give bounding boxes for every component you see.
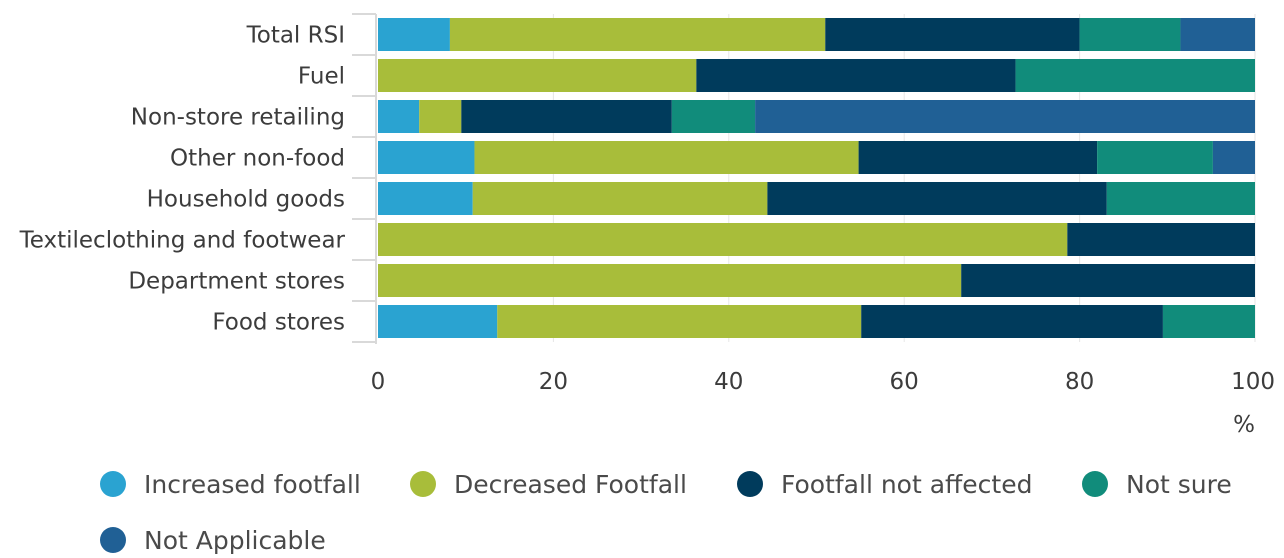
x-axis: 0 20 40 60 80 100 [371, 369, 1275, 395]
bar-segment [1015, 59, 1255, 92]
category-label: Fuel [298, 64, 345, 90]
legend-swatch [100, 471, 126, 497]
bar-segment [671, 100, 756, 133]
legend-label: Decreased Footfall [454, 469, 687, 499]
category-label: Department stores [128, 269, 345, 295]
bar-segment [767, 182, 1107, 215]
bar-segment [474, 141, 859, 174]
legend-label: Not Applicable [144, 525, 326, 555]
bar-segment [1067, 223, 1255, 256]
legend-item: Not Applicable [100, 522, 326, 558]
bar-segment [449, 18, 826, 51]
legend-swatch [410, 471, 436, 497]
stacked-bar-chart: Total RSI Fuel Non-store retailing Other no… [19, 13, 1275, 438]
category-label: Other non-food [170, 146, 345, 172]
bar-segment [861, 305, 1163, 338]
legend-swatch [737, 471, 763, 497]
x-tick-label: 60 [890, 369, 919, 395]
bar-segment [696, 59, 1016, 92]
legend-item: Footfall not affected [737, 466, 1032, 502]
legend-item: Decreased Footfall [410, 466, 687, 502]
bar-segment [1106, 182, 1255, 215]
bar-segment [755, 100, 1255, 133]
x-tick-label: 20 [539, 369, 568, 395]
category-label: Household goods [147, 187, 345, 213]
bar-segment [497, 305, 862, 338]
legend-swatch [1082, 471, 1108, 497]
x-axis-unit-label: % [1233, 412, 1255, 438]
bar-segment [378, 223, 1068, 256]
bar-segment [1212, 141, 1255, 174]
bar-segment [1180, 18, 1255, 51]
bar-segment [378, 59, 697, 92]
bar-segment [378, 141, 475, 174]
y-axis: Total RSI Fuel Non-store retailing Other no… [19, 13, 377, 344]
x-tick-label: 0 [371, 369, 386, 395]
bar-segment [378, 100, 420, 133]
bar-segment [472, 182, 768, 215]
bar-segment [961, 264, 1255, 297]
bar-segment [378, 264, 962, 297]
legend-label: Not sure [1126, 469, 1232, 499]
bar-segment [1079, 18, 1181, 51]
legend-label: Footfall not affected [781, 469, 1033, 499]
bar-segment [825, 18, 1080, 51]
category-label: Non-store retailing [131, 105, 345, 131]
x-tick-label: 100 [1231, 369, 1275, 395]
x-tick-label: 40 [714, 369, 743, 395]
category-label: Food stores [212, 310, 345, 336]
category-label: Total RSI [246, 23, 345, 49]
bar-segment [1097, 141, 1213, 174]
bars [378, 18, 1255, 338]
x-tick-label: 80 [1065, 369, 1094, 395]
bar-segment [461, 100, 672, 133]
bar-segment [378, 18, 450, 51]
bar-segment [378, 182, 473, 215]
bar-segment [858, 141, 1098, 174]
category-label: Textileclothing and footwear [19, 228, 346, 254]
bar-segment [378, 305, 498, 338]
legend-item: Not sure [1082, 466, 1232, 502]
bar-segment [419, 100, 462, 133]
legend-item: Increased footfall [100, 466, 361, 502]
legend-swatch [100, 527, 126, 553]
legend-label: Increased footfall [144, 469, 361, 499]
bar-segment [1162, 305, 1255, 338]
